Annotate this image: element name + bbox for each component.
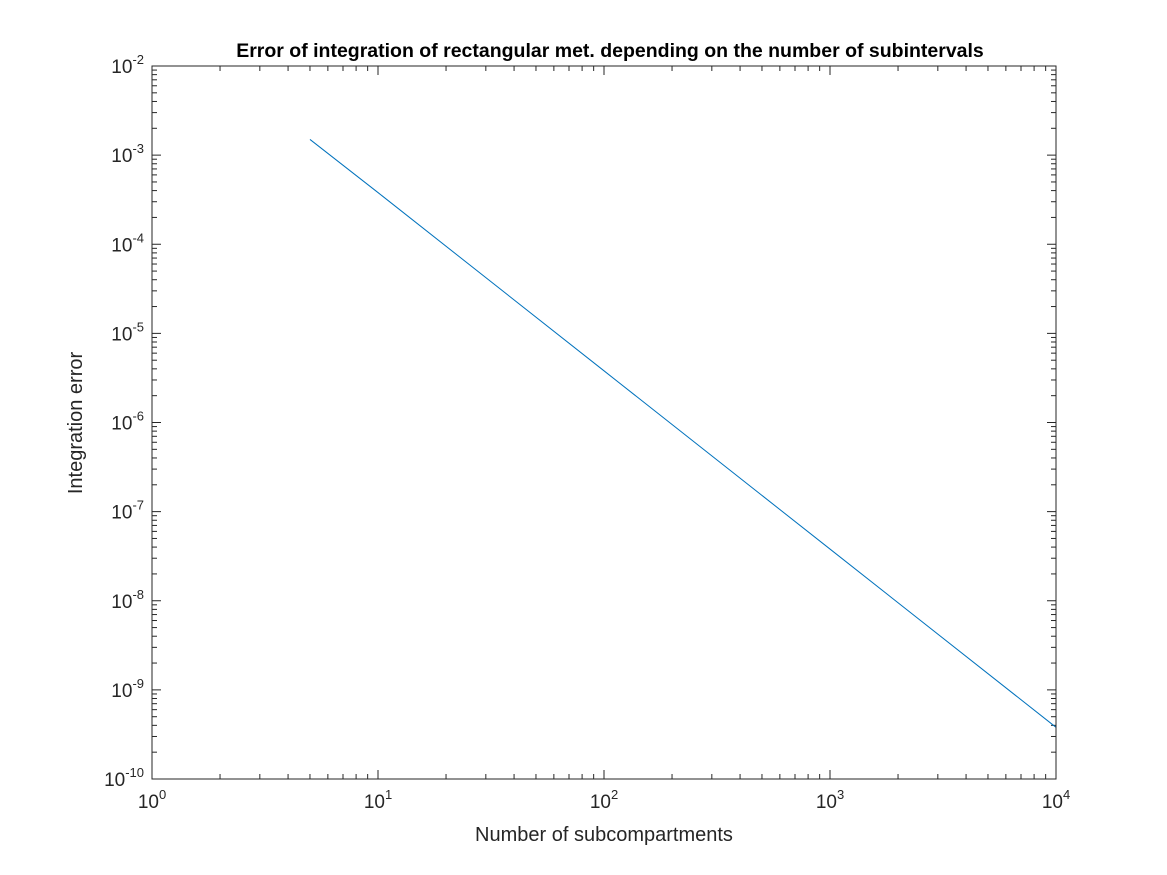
x-tick-label: 104 xyxy=(1042,787,1070,813)
y-tick-label: 10-9 xyxy=(111,676,144,702)
x-tick-label: 101 xyxy=(364,787,392,813)
y-tick-labels: 10-10 10-9 10-8 10-7 10-6 10-5 10-4 10-3 10-2 xyxy=(104,52,144,791)
major-ticks xyxy=(151,65,1057,780)
chart-title: Error of integration of rectangular met.… xyxy=(236,40,984,62)
series-layer xyxy=(309,139,1057,728)
y-tick-label: 10-2 xyxy=(111,52,144,78)
series-line xyxy=(309,139,1057,728)
y-tick-label: 10-8 xyxy=(111,587,144,613)
y-axis-title: Integration error xyxy=(65,352,87,495)
y-tick-label: 10-10 xyxy=(104,765,144,791)
x-tick-label: 103 xyxy=(816,787,844,813)
x-tick-label: 102 xyxy=(590,787,618,813)
x-tick-label: 100 xyxy=(138,787,166,813)
y-tick-label: 10-5 xyxy=(111,319,144,345)
y-tick-label: 10-4 xyxy=(111,230,144,256)
plot-frame xyxy=(151,65,1057,780)
minor-ticks xyxy=(152,66,1056,779)
x-tick-labels: 100 101 102 103 104 xyxy=(138,787,1070,813)
y-tick-label: 10-6 xyxy=(111,409,144,435)
y-tick-label: 10-3 xyxy=(111,141,144,167)
x-axis-title: Number of subcompartments xyxy=(475,824,733,846)
y-tick-label: 10-7 xyxy=(111,498,144,524)
